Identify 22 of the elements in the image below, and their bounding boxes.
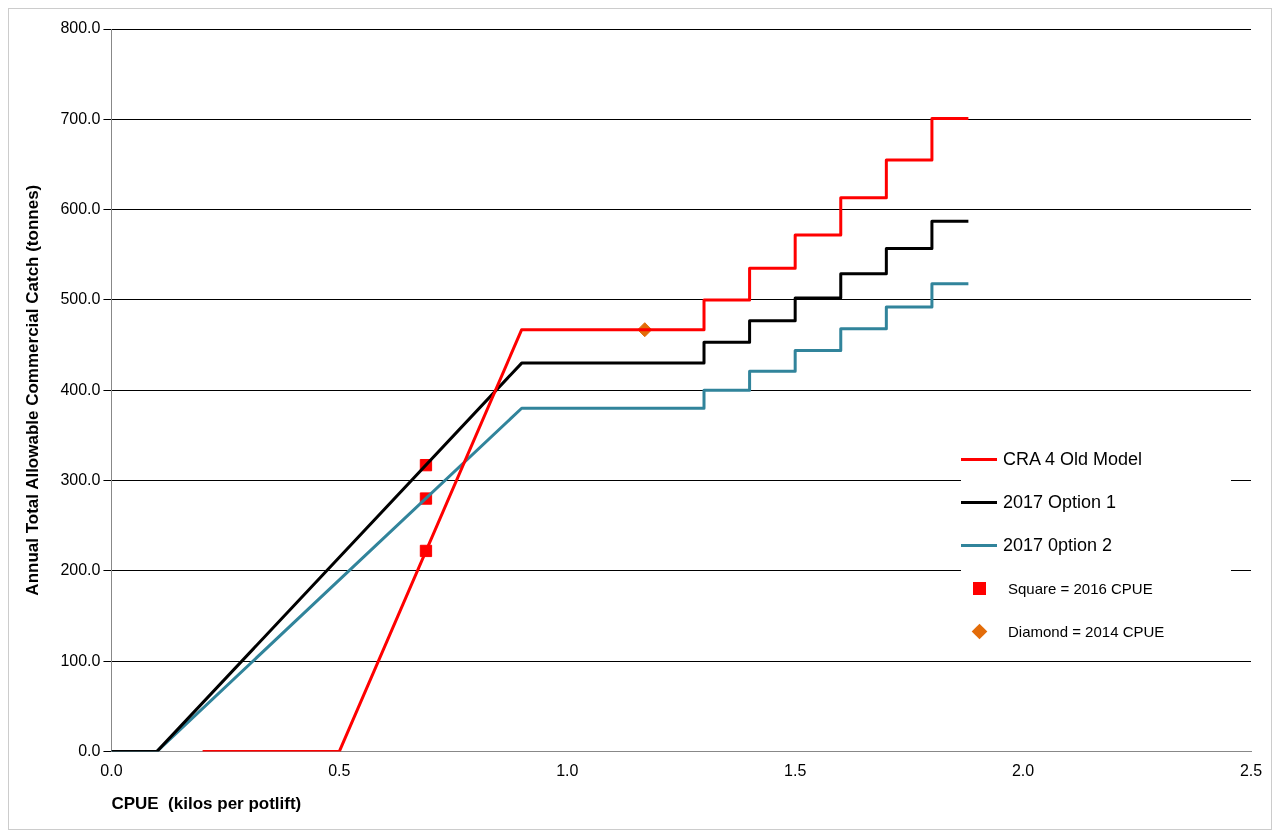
x-tick-label: 0.0 [100, 762, 123, 780]
y-tick-label: 700.0 [60, 109, 101, 127]
legend-label: CRA 4 Old Model [1003, 449, 1143, 470]
legend-label: Diamond = 2014 CPUE [1008, 623, 1165, 640]
x-tick-label: 2.0 [1011, 762, 1035, 780]
x-axis-title: CPUE (kilos per potlift) [111, 794, 302, 814]
legend-label: 2017 Option 1 [1003, 492, 1117, 513]
y-tick-label: 800.0 [60, 19, 101, 37]
y-tick-label: 600.0 [60, 200, 101, 218]
y-tick-label: 100.0 [60, 651, 101, 669]
y-tick-label: 500.0 [60, 290, 101, 308]
x-tick-label: 1.0 [556, 762, 579, 780]
x-tick-label: 1.5 [784, 762, 807, 780]
legend-label: 2017 0ption 2 [1003, 535, 1113, 556]
y-axis-title: Annual Total Allowable Commercial Catch (tonnes) [22, 184, 42, 596]
y-tick-label: 300.0 [60, 470, 101, 488]
y-tick-label: 400.0 [60, 380, 101, 398]
y-tick-label: 200.0 [60, 561, 101, 579]
y-tick-label: 0.0 [78, 741, 101, 759]
legend-label: Square = 2016 CPUE [1008, 580, 1153, 597]
x-tick-label: 2.5 [1239, 762, 1263, 780]
x-tick-label: 0.5 [328, 762, 351, 780]
